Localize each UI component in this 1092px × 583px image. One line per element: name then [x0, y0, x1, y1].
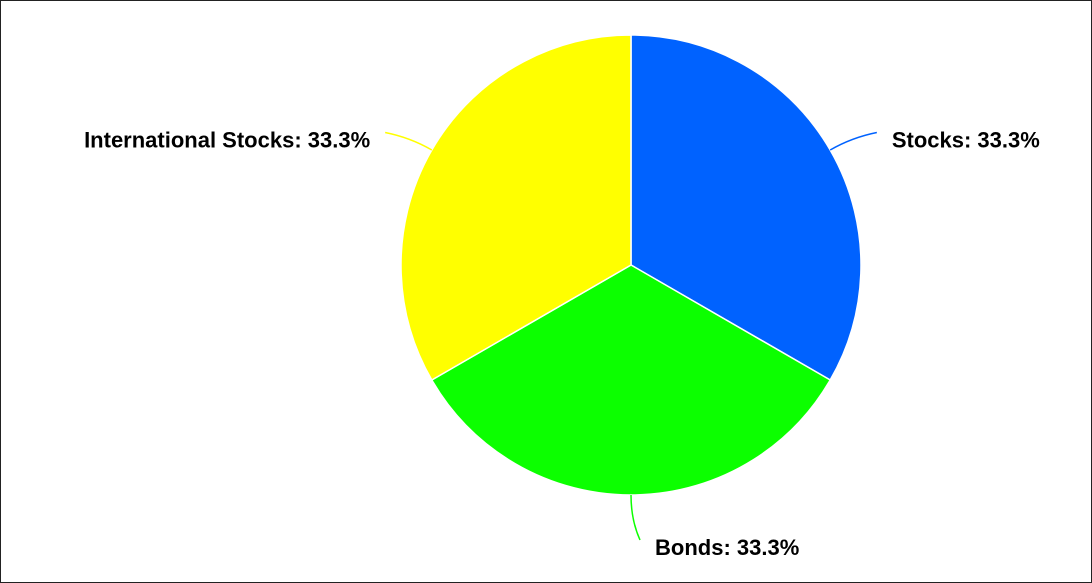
data-label: International Stocks: 33.3%: [84, 127, 370, 152]
pie-slice: [630, 34, 862, 382]
leader-line: [829, 131, 877, 151]
pie-slice: [430, 264, 832, 496]
pie-slice: [400, 34, 632, 382]
leader-line: [630, 494, 641, 541]
data-label: Bonds: 33.3%: [655, 535, 799, 560]
data-label: Stocks: 33.3%: [892, 127, 1040, 152]
leader-line: [385, 131, 433, 151]
